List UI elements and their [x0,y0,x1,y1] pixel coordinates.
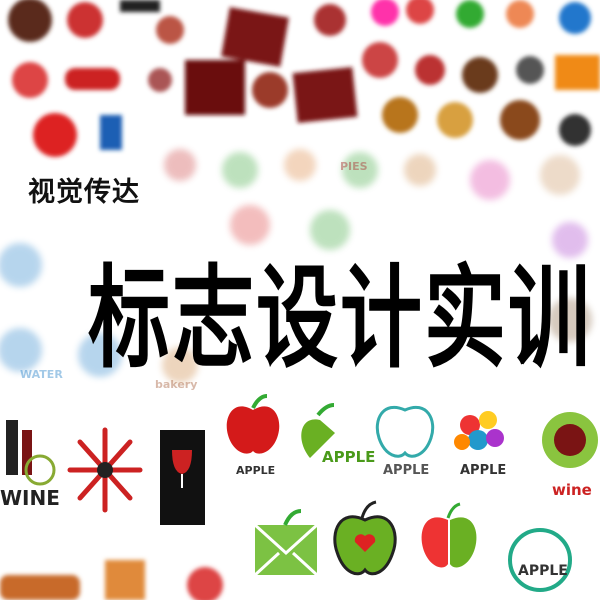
apple-red: APPLE [226,394,280,477]
logo-label: APPLE [460,463,506,478]
logo-label: WATER [20,368,63,381]
logo-label: APPLE [518,563,568,579]
apple-colorful: APPLE [454,411,506,478]
bottom-logos: WINE APPLE APPLE APPLE [0,394,598,600]
apple-heart-logo [333,500,397,576]
top-logos [8,0,600,157]
apple-split-logo [421,502,477,568]
envelope-logo [253,509,319,577]
wine-tag-logo [160,430,205,525]
title: 标志设计实训 [88,255,593,384]
logo-label: bakery [155,378,197,391]
logo-label: APPLE [236,464,275,477]
logo-label: wine [552,481,592,499]
apple-green: APPLE [301,403,375,466]
middle-logos [0,149,592,383]
wine-logo: WINE [0,420,60,510]
apple-outline: APPLE [375,405,435,478]
bottom-left-logos [0,560,223,600]
logo-label: WINE [0,486,60,510]
logo-label: APPLE [383,463,429,478]
snowflake-logo [67,427,143,513]
middle-labels: WATER bakery PIES [20,160,368,391]
apple-ring-logo: APPLE [508,528,572,592]
logo-label: PIES [340,160,368,173]
wine-circle-logo: wine [542,412,598,499]
logo-label: APPLE [322,448,375,466]
subtitle: 视觉传达 [28,177,140,208]
